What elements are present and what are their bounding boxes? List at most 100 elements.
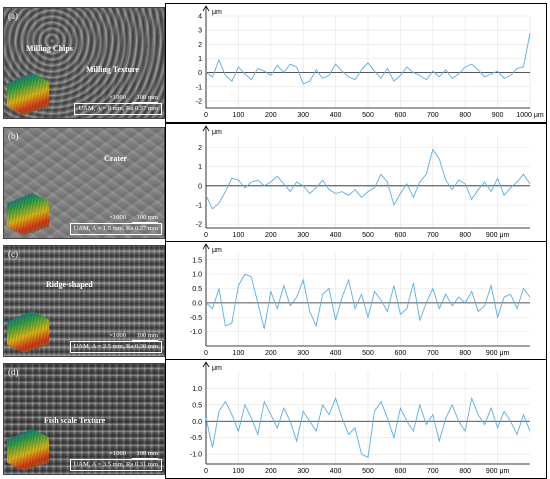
x-tick-label: 700 [427,112,439,119]
y-axis-unit-label: μm [212,129,222,136]
panel-label: (d) [8,367,19,377]
3d-topography-inset [7,193,49,235]
sem-image-c: (c) Ridge-shaped ×1000 100 mm UAM, A = 2… [3,245,165,357]
x-tick-label: 800 [459,350,471,357]
x-tick-label: 900 [492,112,504,119]
y-tick-label: 0.0 [192,300,202,307]
condition-caption: UAM, A = 1.5 mm, Ra 0.27 mm [69,223,162,235]
scale-bar [132,340,158,341]
magnification-label: ×1000 [109,94,126,101]
x-tick-label: 900 μm [486,468,510,475]
x-tick-label: 400 [330,232,342,239]
y-tick-label: 0 [198,183,202,190]
profile-chart-svg: μm -1.0 -0.5 0.0 0.5 1.0 0 100 200 300 400 500 600 70… [190,361,531,475]
y-tick-label: -1 [196,84,202,91]
y-tick-label: -1.0 [190,329,202,336]
annotation-milling-texture: Milling Texture [86,65,139,74]
profile-chart-svg: μm -2 -1 0 1 2 3 4 0 100 200 300 400 500 600 700 800 900 1… [196,5,544,119]
condition-caption: UAM, A = 0 mm, Ra 0.57 mm [74,103,162,115]
sem-image-d: (d) Fish scale Texture ×1000 100 mm UAM,… [3,363,165,475]
scale-bar [132,102,158,103]
panel-label: (b) [8,131,19,141]
scale-bar-label: 100 mm [136,450,159,457]
annotation-ridge-shaped: Ridge-shaped [46,280,93,289]
panel-row-b: (b) Crater ×1000 100 mm UAM, A = 1.5 mm,… [3,123,547,243]
y-tick-label: 0.5 [192,286,202,293]
panel-row-a: (a) Milling Chips Milling Texture ×1000 … [3,3,547,123]
3d-topography-inset [7,73,49,115]
x-tick-label: 300 [297,112,309,119]
x-tick-label: 100 [233,112,245,119]
y-axis-unit-label: μm [212,247,222,254]
scale-bar-label: 100 mm [136,94,159,101]
profile-series-line [205,396,531,459]
y-tick-label: 4 [198,14,202,21]
x-tick-label: 200 [265,112,277,119]
annotation-fish-scale-texture: Fish scale Texture [44,416,106,425]
x-tick-label: 400 [330,112,342,119]
y-tick-label: 2 [198,145,202,152]
profile-chart-c: μm -1.0 -0.5 0.0 0.5 1.0 1.5 0 100 200 300 400 500 60… [165,241,547,361]
x-tick-label: 0 [204,112,208,119]
y-tick-label: 1 [198,56,202,63]
scale-bar [132,222,158,223]
y-axis-arrow [202,125,210,132]
x-tick-label: 500 [362,350,374,357]
profile-series-line [205,148,531,210]
scale-bar-label: 100 mm [136,332,159,339]
profile-chart-a: μm -2 -1 0 1 2 3 4 0 100 200 300 400 500 600 700 800 900 1… [165,3,547,123]
x-tick-label: 200 [265,232,277,239]
scale-bar [132,458,158,459]
x-tick-label: 0 [204,350,208,357]
x-tick-label: 800 [459,468,471,475]
x-tick-label: 900 μm [486,232,510,239]
panel-label: (c) [8,249,18,259]
y-axis-unit-label: μm [212,365,222,372]
y-tick-label: -1.0 [190,452,202,459]
sem-image-a: (a) Milling Chips Milling Texture ×1000 … [3,7,165,119]
y-tick-label: -1 [196,203,202,210]
y-axis-unit-label: μm [212,9,222,16]
y-tick-label: 1.0 [192,272,202,279]
x-tick-label: 0 [204,232,208,239]
y-tick-label: 1.5 [192,257,202,264]
condition-caption: UAM, A = 3.5 mm, Ra 0.31 mm [69,459,162,471]
magnification-label: ×1000 [109,214,126,221]
y-axis-arrow [202,243,210,250]
x-tick-label: 600 [395,468,407,475]
magnification-label: ×1000 [109,450,126,457]
y-tick-label: 2 [198,42,202,49]
condition-caption: UAM, A = 2.5 mm, Ra 0.30 mm [69,341,162,353]
profile-series-line [205,273,531,329]
profile-chart-d: μm -1.0 -0.5 0.0 0.5 1.0 0 100 200 300 400 500 600 70… [165,359,547,479]
sem-image-b: (b) Crater ×1000 100 mm UAM, A = 1.5 mm,… [3,127,165,239]
y-tick-label: 1.0 [192,386,202,393]
y-tick-label: -2 [196,98,202,105]
x-tick-label: 100 [233,232,245,239]
panel-row-c: (c) Ridge-shaped ×1000 100 mm UAM, A = 2… [3,241,547,361]
profile-chart-svg: μm -2 -1 0 1 2 0 100 200 300 400 500 600 700 800 900 μm [196,125,531,239]
y-tick-label: 0 [198,70,202,77]
y-axis-arrow [202,5,210,12]
y-tick-label: -0.5 [190,435,202,442]
x-tick-label: 300 [297,468,309,475]
panel-row-d: (d) Fish scale Texture ×1000 100 mm UAM,… [3,359,547,479]
x-tick-label: 100 [233,350,245,357]
x-tick-label: 100 [233,468,245,475]
x-tick-label: 700 [427,232,439,239]
y-axis-arrow [202,361,210,368]
x-tick-label: 500 [362,232,374,239]
y-tick-label: -2 [196,222,202,229]
x-tick-label: 400 [330,350,342,357]
y-tick-label: 1 [198,164,202,171]
x-tick-label: 700 [427,350,439,357]
y-tick-label: 0.5 [192,402,202,409]
panel-label: (a) [8,11,18,21]
x-tick-label: 800 [459,112,471,119]
profile-chart-svg: μm -1.0 -0.5 0.0 0.5 1.0 1.5 0 100 200 300 400 500 60… [190,243,531,357]
profile-series-line [205,32,531,85]
3d-topography-inset [7,429,49,471]
x-tick-label: 900 μm [486,350,510,357]
3d-topography-inset [7,311,49,353]
